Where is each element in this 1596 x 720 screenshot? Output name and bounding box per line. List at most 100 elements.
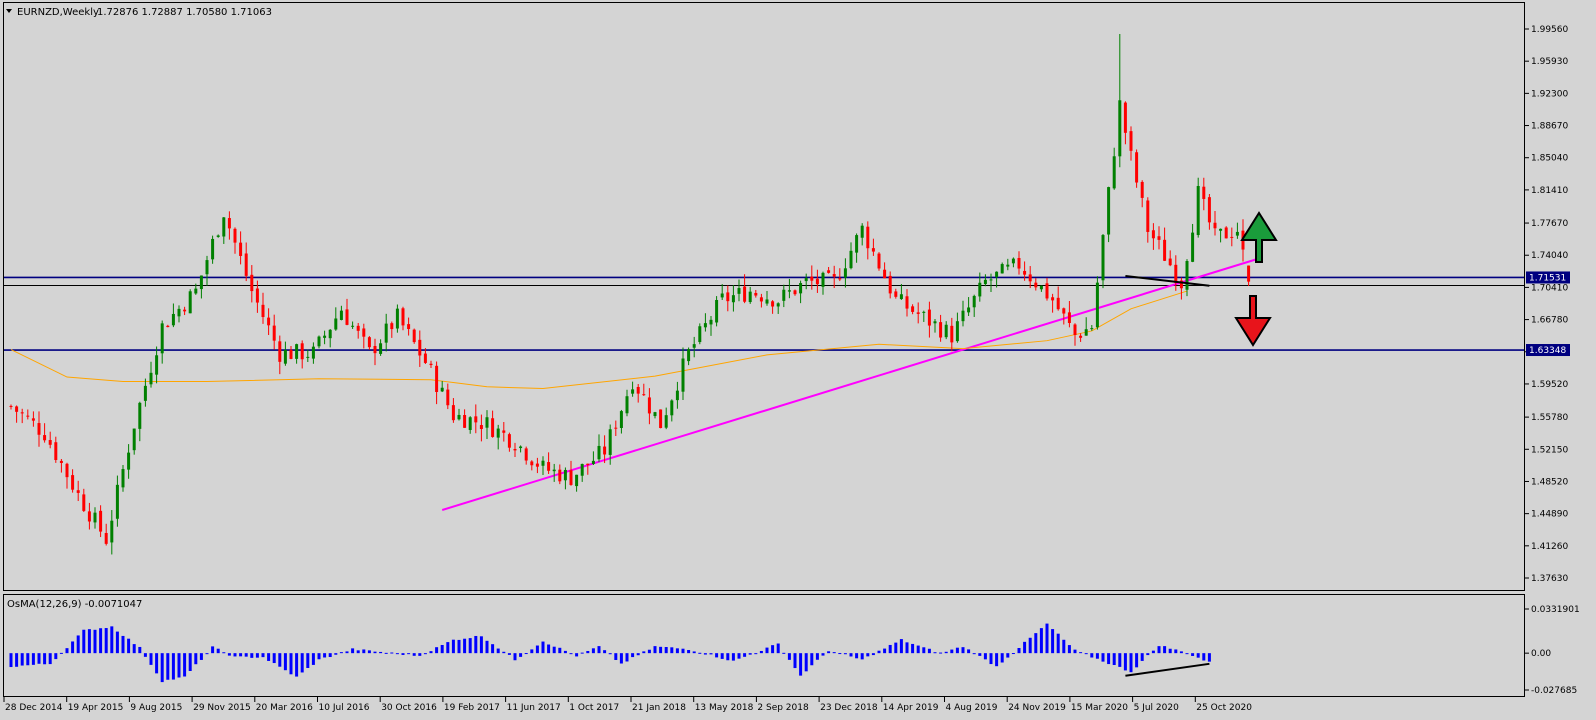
bear-candle	[183, 309, 187, 312]
time-tick-label: 25 Oct 2020	[1196, 703, 1252, 713]
osma-bar	[530, 649, 534, 654]
price-tag-box	[1526, 344, 1570, 357]
bear-candle	[99, 510, 103, 532]
collapse-arrow-icon[interactable]	[6, 9, 12, 13]
osma-bar	[569, 653, 573, 655]
osma-bar	[300, 653, 304, 673]
osma-bar	[737, 653, 741, 659]
osma-bar	[440, 644, 444, 654]
osma-tick-label: -0.027685	[1531, 686, 1577, 696]
bear-candle	[759, 297, 763, 302]
osma-bar	[384, 652, 388, 654]
bear-candle	[642, 394, 646, 396]
price-tick-label: 1.77670	[1531, 219, 1568, 229]
price-tick-label: 1.85040	[1531, 154, 1568, 164]
bull-candle	[967, 307, 971, 313]
bear-candle	[48, 440, 52, 445]
bull-candle	[138, 402, 142, 429]
bear-candle	[547, 462, 551, 471]
bear-candle	[1140, 181, 1144, 198]
bull-candle	[720, 293, 724, 298]
bull-candle	[675, 390, 679, 401]
osma-bar	[815, 653, 819, 660]
bull-candle	[1219, 228, 1223, 231]
bull-candle	[121, 469, 125, 488]
bull-candle	[519, 446, 523, 449]
bear-candle	[1224, 227, 1228, 239]
price-tick-label: 1.37630	[1531, 574, 1568, 584]
bull-candle	[205, 260, 209, 275]
time-tick-label: 24 Nov 2019	[1008, 703, 1066, 713]
bull-candle	[933, 321, 937, 324]
bear-candle	[1034, 282, 1038, 288]
bear-candle	[1073, 324, 1077, 335]
osma-bar	[1062, 639, 1066, 654]
bear-candle	[894, 291, 898, 297]
bear-candle	[911, 306, 915, 312]
osma-bar	[698, 652, 702, 654]
bear-candle	[507, 434, 511, 448]
time-tick-label: 15 Mar 2020	[1071, 703, 1128, 713]
bear-candle	[54, 442, 58, 460]
bear-candle	[65, 463, 69, 478]
bear-candle	[227, 218, 231, 229]
price-tick-label: 1.52150	[1531, 445, 1568, 455]
symbol-label: EURNZD,Weekly	[17, 7, 99, 18]
osma-bar	[636, 653, 640, 656]
osma-bar	[328, 653, 332, 657]
osma-bar	[1179, 651, 1183, 654]
price-tag-box	[1526, 271, 1570, 284]
osma-bar	[619, 653, 623, 664]
osma-bar	[1067, 645, 1071, 654]
osma-bar	[519, 653, 523, 657]
price-tick-label: 1.81410	[1531, 186, 1568, 196]
trendlines	[441, 257, 1261, 511]
bull-candle	[485, 417, 489, 428]
osma-bar	[591, 648, 595, 654]
bull-candle	[211, 238, 215, 260]
bull-candle	[737, 288, 741, 294]
osma-bar	[759, 650, 763, 654]
bull-candle	[283, 350, 287, 364]
osma-bar	[76, 635, 80, 654]
osma-bar	[278, 653, 282, 667]
osma-bar	[838, 653, 842, 655]
bear-candle	[71, 475, 75, 490]
bear-candle	[1028, 274, 1032, 282]
osma-bar	[239, 653, 243, 657]
bear-candle	[300, 343, 304, 360]
osma-bar	[614, 653, 618, 660]
osma-bar	[250, 653, 254, 658]
bear-candle	[463, 415, 467, 428]
osma-bar	[827, 651, 831, 654]
bear-candle	[866, 226, 870, 249]
osma-bar	[625, 653, 629, 662]
osma-bar	[155, 653, 159, 674]
osma-bar	[1045, 623, 1049, 654]
osma-bar	[171, 653, 175, 680]
bull-candle	[440, 387, 444, 392]
osma-bar	[776, 643, 780, 654]
osma-bar	[1006, 653, 1010, 658]
bear-candle	[1174, 264, 1178, 283]
osma-bar	[939, 652, 943, 654]
osma-bar	[782, 652, 786, 654]
bear-candle	[423, 353, 427, 363]
bull-candle	[972, 295, 976, 308]
bull-candle	[339, 310, 343, 320]
osma-bar	[37, 653, 41, 664]
osma-bar	[1011, 653, 1015, 655]
main-pane-frame	[3, 2, 1525, 591]
osma-bar	[188, 653, 192, 672]
osma-bar	[491, 644, 495, 654]
bull-candle	[955, 321, 959, 342]
osma-bar	[916, 645, 920, 654]
osma-bar	[1163, 646, 1167, 654]
bull-candle	[177, 308, 181, 317]
bull-candle	[317, 336, 321, 347]
osma-bar	[121, 635, 125, 654]
osma-bar	[104, 628, 108, 654]
bull-candle	[171, 313, 175, 326]
bull-candle	[580, 463, 584, 476]
